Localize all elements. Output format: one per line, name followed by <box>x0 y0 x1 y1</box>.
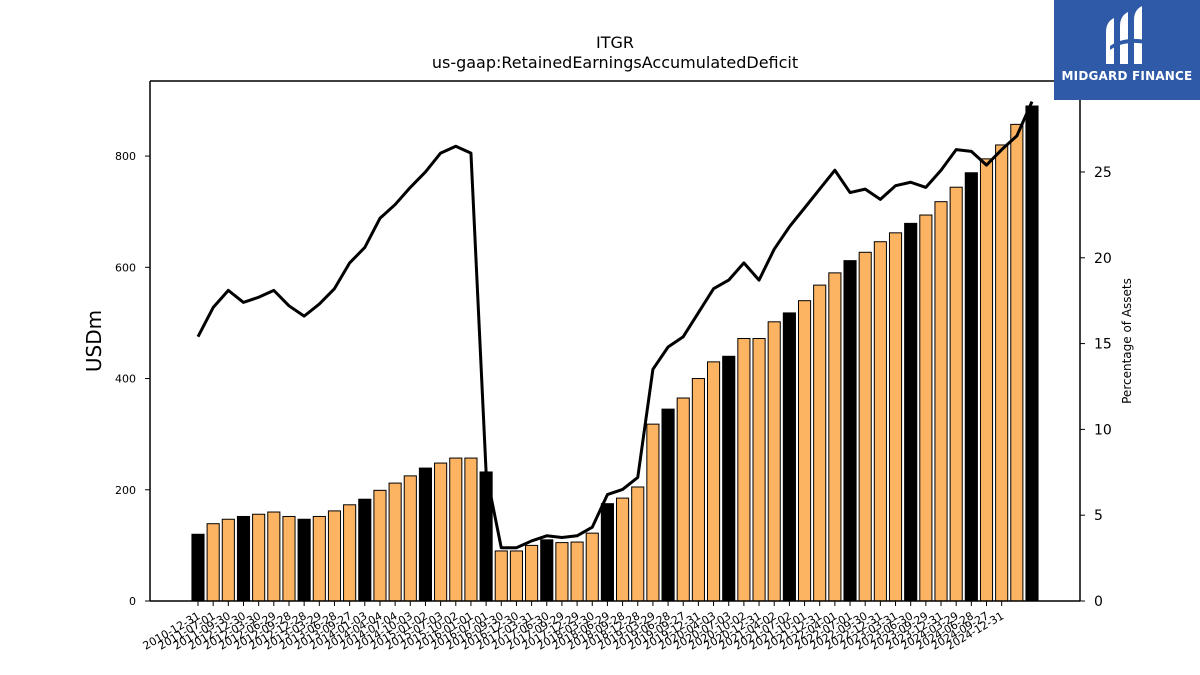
bar-2024-09-27 <box>979 158 994 602</box>
bar-2019-06-28 <box>661 408 675 602</box>
bar-2016-12-30 <box>509 550 523 602</box>
bar-2021-07-02 <box>782 312 796 602</box>
bar-2013-03-29 <box>312 515 326 602</box>
bar-2018-06-29 <box>600 503 614 602</box>
bar-2024-12-31 <box>995 144 1009 602</box>
bar-2014-04-04 <box>373 489 387 602</box>
bar-2017-03-31 <box>525 544 539 602</box>
bar-2012-06-29 <box>267 511 281 602</box>
y2-tick-label: 5 <box>1094 508 1103 524</box>
y2-tick-label: 25 <box>1094 165 1112 181</box>
bar-2012-09-28 <box>282 515 296 602</box>
bar-2023-03-31 <box>888 232 903 602</box>
bar-2014-10-03 <box>403 475 417 602</box>
bar-2018-03-30 <box>585 532 599 602</box>
chart-title: ITGR <box>596 33 634 52</box>
axes: 020040060080005101520252010-12-312011-07… <box>115 80 1112 653</box>
bar-2020-04-03 <box>707 361 721 602</box>
y2-axis-label: Percentage of Assets <box>1120 278 1134 404</box>
bar-2018-09-28 <box>616 497 630 602</box>
midgard-logo: MIDGARD FINANCE <box>1054 0 1200 100</box>
bar-2020-12-31 <box>752 338 766 602</box>
bar-2017-09-29 <box>555 542 569 602</box>
bar-2010-12-31 <box>191 533 205 602</box>
line-series <box>196 100 1034 550</box>
y-tick-label: 600 <box>115 261 136 274</box>
bar-2022-07-01 <box>843 260 857 602</box>
bar-2012-03-30 <box>252 513 266 602</box>
bar-2020-10-02 <box>737 338 751 602</box>
bar-2021-12-31 <box>813 284 827 602</box>
y-tick-label: 400 <box>115 373 136 386</box>
bar-2011-09-30 <box>221 518 235 602</box>
y2-tick-label: 10 <box>1094 422 1112 438</box>
bar-54 <box>1010 123 1024 602</box>
bar-55 <box>1025 105 1039 602</box>
bar-2016-01-01 <box>464 457 478 602</box>
bar-2021-10-01 <box>797 300 812 602</box>
bar-2023-06-30 <box>904 222 918 602</box>
bar-2014-07-04 <box>388 482 402 602</box>
bar-2022-04-01 <box>828 272 842 602</box>
bar-2021-04-02 <box>767 321 781 602</box>
bar-2019-09-27 <box>676 397 690 602</box>
bar-2013-06-28 <box>327 510 342 602</box>
logo-text: MIDGARD FINANCE <box>1061 69 1193 83</box>
bar-2024-06-28 <box>964 172 978 602</box>
bar-2019-12-31 <box>691 378 705 602</box>
bar-2011-07-01 <box>206 523 220 602</box>
bar-2017-06-30 <box>540 539 554 602</box>
bar-2022-12-31 <box>873 241 887 602</box>
y-tick-label: 200 <box>115 484 136 497</box>
bar-2015-10-02 <box>449 457 463 602</box>
bar-2015-07-03 <box>434 462 448 602</box>
bar-2023-12-31 <box>934 201 948 602</box>
y2-tick-label: 20 <box>1094 251 1112 267</box>
bar-2024-03-29 <box>949 186 963 602</box>
y-tick-label: 800 <box>115 150 136 163</box>
bar-2011-12-30 <box>236 515 251 602</box>
y2-tick-label: 15 <box>1094 337 1112 353</box>
bar-2018-12-28 <box>631 486 645 602</box>
bar-2023-09-29 <box>919 214 933 602</box>
y2-tick-label: 0 <box>1094 594 1103 610</box>
chart-subtitle: us-gaap:RetainedEarningsAccumulatedDefic… <box>432 53 798 72</box>
bar-2017-12-29 <box>570 541 584 602</box>
bar-2020-07-03 <box>722 355 736 602</box>
midgard-logo-icon <box>1106 6 1146 64</box>
percentage-of-assets-line <box>196 100 1034 550</box>
bar-2012-12-28 <box>297 518 311 602</box>
bar-2022-09-30 <box>858 251 872 602</box>
bar-series <box>191 105 1039 602</box>
y-axis-label: USDm <box>82 310 106 372</box>
bar-2019-03-29 <box>646 423 660 602</box>
y-tick-label: 0 <box>129 595 136 608</box>
bar-2013-09-27 <box>343 504 357 602</box>
bar-2016-09-30 <box>494 550 508 602</box>
bar-2015-01-02 <box>418 467 433 602</box>
bar-2014-01-03 <box>358 498 372 602</box>
